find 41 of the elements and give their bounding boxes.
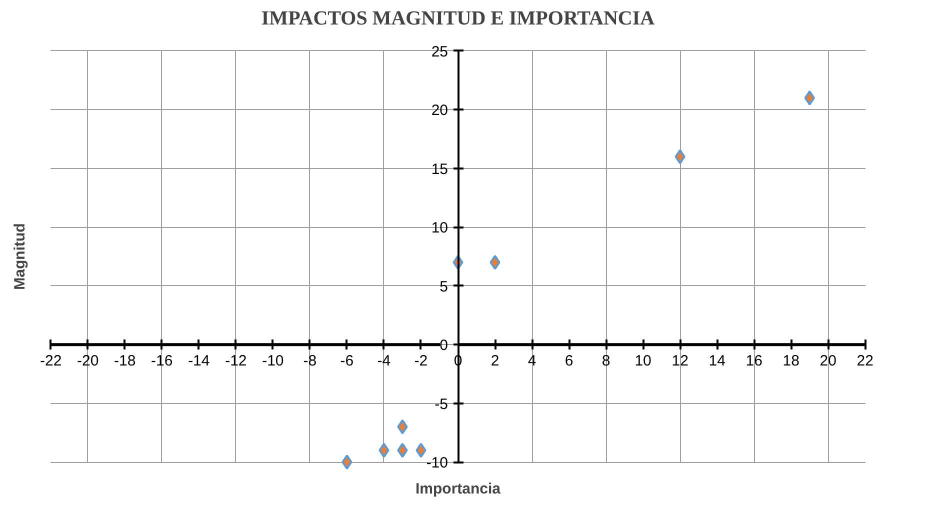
x-tick-label: -6 bbox=[340, 352, 354, 370]
point bbox=[804, 90, 815, 106]
x-tick-label: -2 bbox=[414, 352, 428, 370]
x-tick-label: -4 bbox=[377, 352, 391, 370]
x-tick-label: 4 bbox=[528, 352, 536, 370]
point bbox=[342, 454, 352, 470]
point bbox=[490, 254, 500, 270]
x-axis-title: Importancia bbox=[415, 480, 502, 498]
x-tick-label: -14 bbox=[188, 352, 210, 370]
x-tick-label: -20 bbox=[77, 352, 99, 370]
x-tick-label: -10 bbox=[262, 352, 284, 370]
x-tick-label: 22 bbox=[856, 352, 874, 370]
x-tick-label: -18 bbox=[114, 352, 136, 370]
y-tick-label: 10 bbox=[431, 220, 448, 237]
x-tick-label: 6 bbox=[564, 352, 574, 370]
point bbox=[397, 442, 408, 458]
y-tick-label: 0 bbox=[440, 337, 448, 354]
y-tick-label: 25 bbox=[431, 43, 448, 60]
x-tick-label: 20 bbox=[820, 352, 836, 370]
point bbox=[397, 419, 408, 434]
x-tick-label: 16 bbox=[746, 352, 762, 370]
x-tick-label: -12 bbox=[225, 352, 247, 370]
x-tick-label: 14 bbox=[708, 352, 726, 370]
x-tick-label: -16 bbox=[151, 352, 173, 370]
y-tick-label: 5 bbox=[440, 278, 448, 296]
point bbox=[378, 442, 390, 458]
y-tick-label: 15 bbox=[431, 160, 448, 178]
point bbox=[416, 442, 426, 458]
y-tick-label: -10 bbox=[426, 454, 448, 472]
point bbox=[674, 149, 686, 164]
y-tick-label: -5 bbox=[434, 396, 448, 413]
x-tick-label: 8 bbox=[602, 352, 610, 370]
chart-title: IMPACTOS MAGNITUD E IMPORTANCIA bbox=[261, 8, 656, 30]
x-tick-label: 18 bbox=[782, 352, 800, 370]
y-axis-title: Magnitud bbox=[12, 223, 28, 290]
x-tick-label: -8 bbox=[303, 352, 317, 370]
x-tick-label: 10 bbox=[634, 352, 652, 370]
x-tick-label: 12 bbox=[672, 352, 688, 370]
x-tick-label: -22 bbox=[40, 352, 62, 370]
y-tick-label: 20 bbox=[431, 102, 448, 120]
x-tick-label: 2 bbox=[490, 352, 500, 370]
